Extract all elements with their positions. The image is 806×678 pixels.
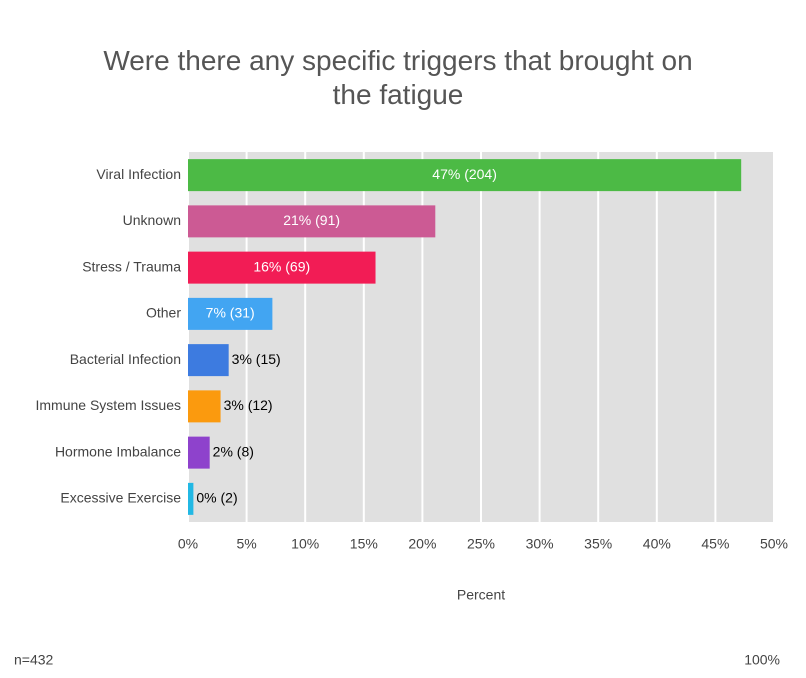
x-tick-label: 20% — [408, 536, 436, 552]
y-tick-label: Hormone Imbalance — [55, 443, 181, 459]
chart-title: Were there any specific triggers that br… — [103, 45, 693, 110]
x-axis-label: Percent — [457, 587, 505, 603]
bar — [188, 344, 229, 377]
x-tick-label: 50% — [760, 536, 788, 552]
bar — [188, 297, 273, 330]
footer-left: n=432 — [14, 652, 54, 668]
x-tick-label: 0% — [178, 536, 198, 552]
x-tick-label: 5% — [236, 536, 256, 552]
bar — [188, 436, 210, 469]
footer-right: 100% — [744, 652, 780, 668]
y-tick-label: Bacterial Infection — [70, 351, 181, 367]
y-tick-label: Stress / Trauma — [82, 258, 181, 274]
x-tick-label: 40% — [643, 536, 671, 552]
y-tick-label: Excessive Exercise — [60, 490, 181, 506]
y-tick-label: Immune System Issues — [36, 397, 182, 413]
data-label: 47% (204) — [432, 166, 497, 182]
x-tick-label: 10% — [291, 536, 319, 552]
data-label: 2% (8) — [213, 443, 254, 459]
data-label: 21% (91) — [283, 212, 340, 228]
data-label: 7% (31) — [206, 305, 255, 321]
bar — [188, 482, 194, 515]
x-tick-label: 45% — [701, 536, 729, 552]
x-tick-label: 30% — [526, 536, 554, 552]
y-tick-label: Unknown — [123, 212, 181, 228]
x-tick-label: 25% — [467, 536, 495, 552]
bar — [188, 390, 221, 423]
bar — [188, 251, 376, 284]
bar — [188, 205, 436, 238]
y-tick-label: Other — [146, 305, 181, 321]
data-label: 0% (2) — [196, 490, 237, 506]
bar — [188, 159, 742, 192]
data-label: 3% (15) — [232, 351, 281, 367]
x-tick-label: 15% — [350, 536, 378, 552]
data-label: 16% (69) — [253, 258, 310, 274]
x-tick-label: 35% — [584, 536, 612, 552]
y-tick-label: Viral Infection — [96, 166, 181, 182]
data-label: 3% (12) — [224, 397, 273, 413]
